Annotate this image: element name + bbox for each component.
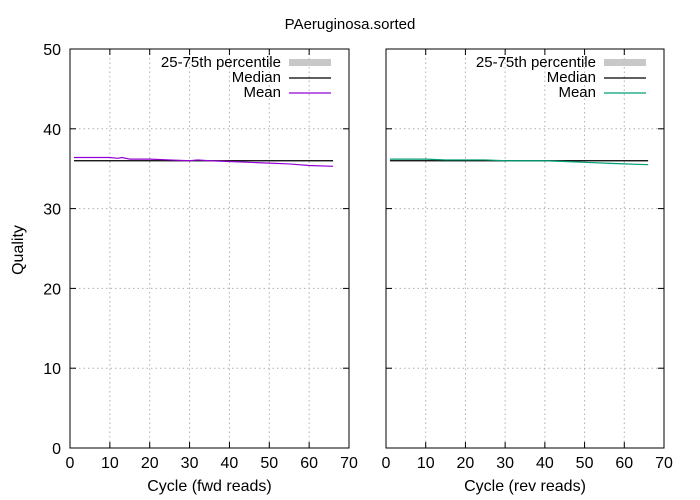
chart2-series-mean-line bbox=[389, 158, 649, 166]
chart1-series-mean-line bbox=[73, 156, 334, 167]
chart1-plot-frame bbox=[69, 48, 350, 449]
chart2-legend-swatch-25-75th-percentile bbox=[604, 59, 646, 66]
chart2-x-tick-label: 30 bbox=[496, 455, 514, 472]
chart2-x-tick-label: 50 bbox=[576, 455, 594, 472]
panel-fwd-reads: 0 10 20 30 40 50 60 70 0 10 20 30 40 50 Cycle (fwd rea… bbox=[43, 42, 358, 495]
chart2-x-tick-label: 70 bbox=[655, 455, 673, 472]
panel-rev-reads: 0 10 20 30 40 50 60 70 Cycle (rev reads) 25-75th … bbox=[382, 48, 673, 495]
chart2-legend-label-mean: Mean bbox=[558, 84, 596, 101]
chart2-legend-label-25-75th-percentile: 25-75th percentile bbox=[476, 54, 596, 71]
chart1-x-tick-label: 30 bbox=[181, 455, 199, 472]
chart1-legend-label-mean: Mean bbox=[243, 84, 281, 101]
chart1-y-tick-label: 0 bbox=[52, 441, 61, 458]
chart1-legend-swatch-25-75th-percentile bbox=[289, 59, 331, 66]
chart2-x-tick-label: 0 bbox=[382, 455, 391, 472]
chart1-x-tick-label: 40 bbox=[221, 455, 239, 472]
chart-title: PAeruginosa.sorted bbox=[285, 16, 416, 33]
chart2-x-tick-label: 10 bbox=[417, 455, 435, 472]
chart2-x-tick-label: 60 bbox=[615, 455, 633, 472]
chart1-x-tick-label: 10 bbox=[101, 455, 119, 472]
chart1-y-tick-label: 40 bbox=[43, 122, 61, 139]
chart2-x-tick-label: 40 bbox=[536, 455, 554, 472]
chart1-x-tick-label: 50 bbox=[260, 455, 278, 472]
chart1-y-tick-label: 30 bbox=[43, 202, 61, 219]
y-axis-label: Quality bbox=[10, 225, 27, 275]
chart1-x-tick-label: 70 bbox=[340, 455, 358, 472]
chart1-x-tick-label: 0 bbox=[66, 455, 75, 472]
chart2-plot-frame bbox=[385, 48, 665, 449]
chart2-x-tick-label: 20 bbox=[457, 455, 475, 472]
chart1-x-tick-label: 60 bbox=[300, 455, 318, 472]
chart1-x-tick-label: 20 bbox=[141, 455, 159, 472]
chart1-legend-label-median: Median bbox=[232, 69, 281, 86]
chart1-y-tick-label: 50 bbox=[43, 42, 61, 59]
chart1-x-axis-label: Cycle (fwd reads) bbox=[147, 478, 271, 495]
chart2-legend-label-median: Median bbox=[547, 69, 596, 86]
chart1-legend-label-25-75th-percentile: 25-75th percentile bbox=[161, 54, 281, 71]
chart1-y-tick-label: 20 bbox=[43, 281, 61, 298]
chart2-x-axis-label: Cycle (rev reads) bbox=[464, 478, 586, 495]
chart1-y-tick-label: 10 bbox=[43, 361, 61, 378]
